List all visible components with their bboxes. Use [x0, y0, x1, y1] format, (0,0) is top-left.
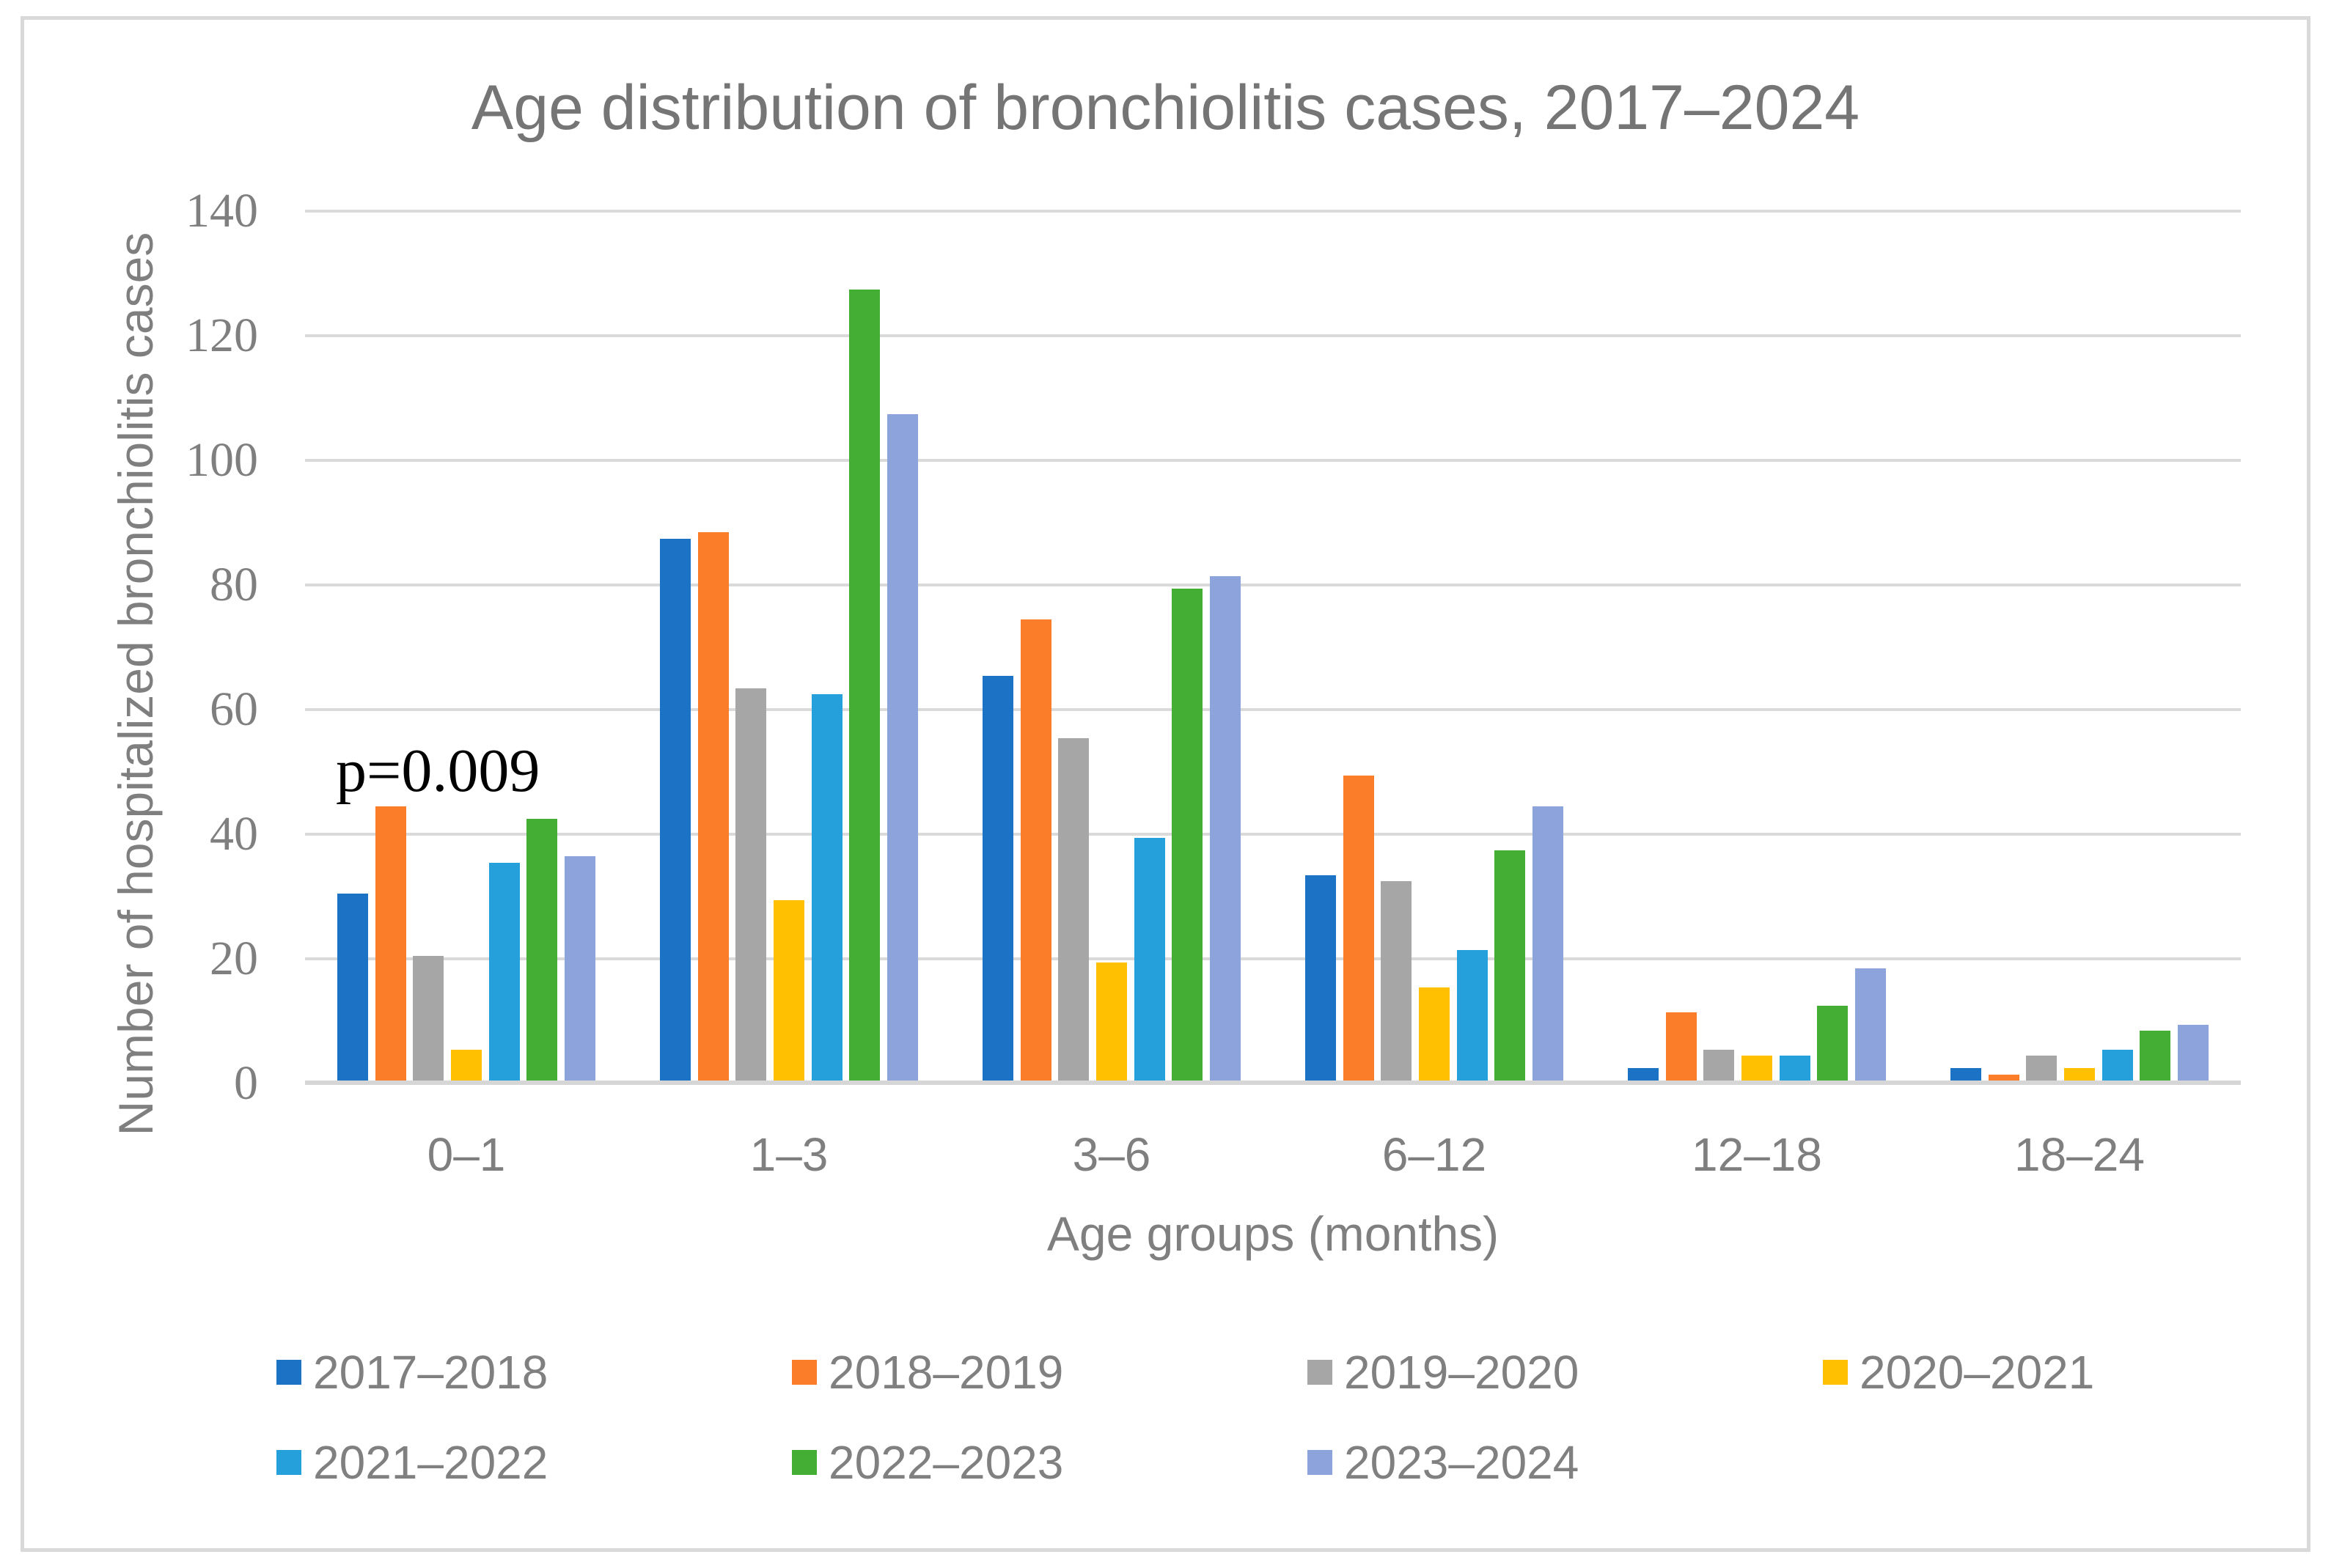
y-tick-label-140: 140 [186, 184, 258, 238]
bar-2019-2020-1-3 [735, 688, 767, 1081]
bar-2019-2020-18-24 [2026, 1056, 2057, 1081]
legend-label: 2019–2020 [1344, 1346, 1579, 1399]
bar-2018-2019-18-24 [1988, 1074, 2019, 1081]
bar-2021-2022-1-3 [811, 694, 843, 1081]
x-tick-label-3: 3–6 [1072, 1128, 1151, 1181]
bar-2018-2019-3-6 [1020, 619, 1051, 1081]
legend-swatch-icon [792, 1360, 817, 1385]
bar-2023-2024-12-18 [1854, 968, 1886, 1081]
bar-2018-2019-6-12 [1343, 775, 1374, 1081]
legend-item-2022-2023: 2022–2023 [792, 1436, 1064, 1489]
bar-2019-2020-0-1 [413, 956, 444, 1081]
x-tick-label-4: 6–12 [1381, 1128, 1487, 1181]
legend-label: 2017–2018 [313, 1346, 548, 1399]
legend-label: 2020–2021 [1860, 1346, 2095, 1399]
bar-2019-2020-12-18 [1703, 1049, 1735, 1081]
plot-area [305, 210, 2241, 1085]
x-axis-title: Age groups (months) [1046, 1207, 1499, 1261]
bar-2022-2023-3-6 [1172, 588, 1203, 1081]
bar-2023-2024-0-1 [564, 856, 595, 1081]
gridline-y-100 [305, 459, 2241, 462]
bar-2021-2022-6-12 [1456, 949, 1488, 1081]
legend-label: 2023–2024 [1344, 1436, 1579, 1489]
bar-2017-2018-0-1 [337, 894, 369, 1081]
legend-swatch-icon [792, 1450, 817, 1475]
legend-item-2023-2024: 2023–2024 [1307, 1436, 1579, 1489]
bar-2017-2018-1-3 [660, 538, 691, 1081]
bar-2021-2022-12-18 [1779, 1056, 1810, 1081]
legend-item-2021-2022: 2021–2022 [276, 1436, 548, 1489]
legend-swatch-icon [276, 1360, 301, 1385]
legend-item-2019-2020: 2019–2020 [1307, 1346, 1579, 1399]
bar-2022-2023-0-1 [526, 819, 558, 1081]
legend-swatch-icon [1823, 1360, 1848, 1385]
gridline-y-60 [305, 708, 2241, 711]
bar-2021-2022-0-1 [488, 862, 520, 1081]
p-value-annotation: p=0.009 [336, 737, 540, 805]
bar-2021-2022-3-6 [1134, 837, 1165, 1081]
bar-2023-2024-3-6 [1209, 575, 1241, 1081]
bar-2018-2019-1-3 [697, 532, 729, 1081]
x-tick-label-2: 1–3 [749, 1128, 829, 1181]
y-tick-label-100: 100 [186, 433, 258, 487]
bar-2023-2024-1-3 [886, 413, 918, 1081]
legend-swatch-icon [276, 1450, 301, 1475]
bar-2017-2018-3-6 [983, 675, 1014, 1081]
y-tick-label-80: 80 [210, 558, 258, 611]
bar-2019-2020-3-6 [1058, 737, 1090, 1081]
y-tick-label-40: 40 [210, 807, 258, 861]
legend-item-2018-2019: 2018–2019 [792, 1346, 1064, 1399]
legend-item-2017-2018: 2017–2018 [276, 1346, 548, 1399]
bar-2018-2019-12-18 [1665, 1012, 1697, 1081]
x-tick-label-6: 18–24 [2014, 1128, 2145, 1181]
legend-swatch-icon [1307, 1450, 1332, 1475]
chart-border [21, 16, 2310, 1552]
gridline-y-20 [305, 957, 2241, 960]
bar-2022-2023-1-3 [849, 289, 881, 1081]
gridline-y-140 [305, 210, 2241, 213]
y-tick-label-120: 120 [186, 309, 258, 362]
legend-label: 2022–2023 [829, 1436, 1064, 1489]
bar-2018-2019-0-1 [375, 806, 406, 1081]
bar-2017-2018-6-12 [1305, 875, 1337, 1081]
bar-2020-2021-3-6 [1096, 962, 1127, 1081]
legend-label: 2018–2019 [829, 1346, 1064, 1399]
y-tick-label-60: 60 [210, 682, 258, 736]
bar-2020-2021-1-3 [774, 899, 804, 1081]
legend-swatch-icon [1307, 1360, 1332, 1385]
bar-2017-2018-12-18 [1628, 1068, 1659, 1081]
bar-2017-2018-18-24 [1950, 1068, 1982, 1081]
bar-2019-2020-6-12 [1381, 881, 1412, 1081]
legend-item-2020-2021: 2020–2021 [1823, 1346, 2095, 1399]
chart-title: Age distribution of bronchiolitis cases,… [471, 73, 1860, 143]
y-tick-label-0: 0 [234, 1056, 258, 1110]
bar-2023-2024-18-24 [2177, 1024, 2209, 1081]
bar-2020-2021-6-12 [1419, 987, 1450, 1081]
x-tick-label-1: 0–1 [427, 1128, 506, 1181]
legend-label: 2021–2022 [313, 1436, 548, 1489]
bar-2020-2021-0-1 [451, 1049, 482, 1081]
bar-2021-2022-18-24 [2101, 1049, 2133, 1081]
bar-2020-2021-18-24 [2064, 1068, 2095, 1081]
gridline-y-120 [305, 334, 2241, 337]
bar-2022-2023-12-18 [1817, 1006, 1849, 1081]
bar-2020-2021-12-18 [1741, 1056, 1772, 1081]
bar-2023-2024-6-12 [1532, 806, 1563, 1081]
bar-2022-2023-18-24 [2140, 1031, 2171, 1081]
x-axis-line [305, 1081, 2241, 1085]
bar-2022-2023-6-12 [1494, 850, 1526, 1081]
y-tick-label-20: 20 [210, 932, 258, 985]
x-tick-label-5: 12–18 [1692, 1128, 1822, 1181]
gridline-y-80 [305, 584, 2241, 586]
gridline-y-40 [305, 833, 2241, 836]
